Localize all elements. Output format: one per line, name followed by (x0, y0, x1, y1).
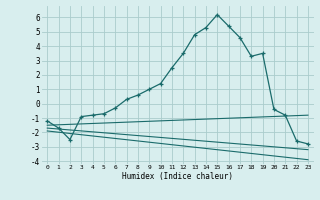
X-axis label: Humidex (Indice chaleur): Humidex (Indice chaleur) (122, 172, 233, 181)
